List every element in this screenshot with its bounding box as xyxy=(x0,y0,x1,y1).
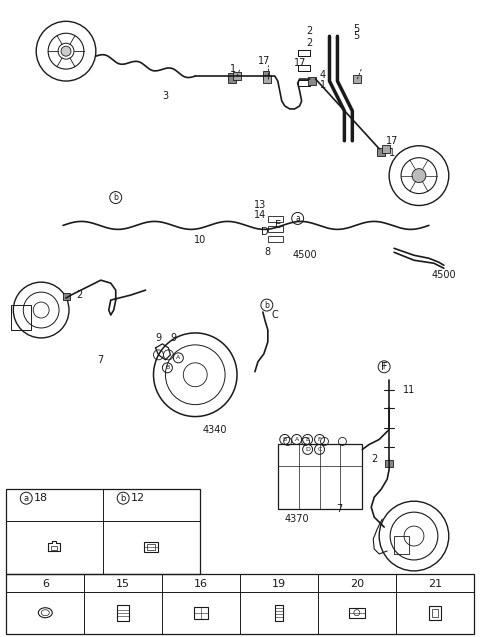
Text: F: F xyxy=(382,362,386,371)
Text: 3: 3 xyxy=(162,91,168,101)
Text: 13: 13 xyxy=(254,201,266,210)
Text: A: A xyxy=(176,355,180,361)
Text: C: C xyxy=(271,310,278,320)
Text: D: D xyxy=(305,447,310,452)
Text: 2: 2 xyxy=(306,38,312,48)
Bar xyxy=(144,542,158,552)
Bar xyxy=(6,574,474,634)
Text: b: b xyxy=(264,301,269,310)
Text: 15: 15 xyxy=(116,579,130,589)
Bar xyxy=(147,544,155,550)
Bar xyxy=(51,546,57,550)
Bar xyxy=(298,50,310,56)
Text: 2: 2 xyxy=(371,454,377,464)
Bar xyxy=(12,305,31,330)
Bar xyxy=(278,445,362,509)
Text: 14: 14 xyxy=(254,210,266,220)
Text: 5: 5 xyxy=(353,31,360,41)
Bar xyxy=(377,148,385,155)
Bar xyxy=(382,145,390,153)
Bar xyxy=(432,609,438,617)
Bar xyxy=(394,536,409,554)
Bar xyxy=(263,75,271,83)
Bar xyxy=(429,606,441,620)
Bar xyxy=(349,608,365,618)
Bar xyxy=(353,75,361,83)
Text: 19: 19 xyxy=(272,579,286,589)
Text: 10: 10 xyxy=(194,235,206,245)
Text: 4500: 4500 xyxy=(292,250,317,261)
Bar xyxy=(117,605,129,620)
Text: 12: 12 xyxy=(131,493,145,503)
Circle shape xyxy=(412,169,426,183)
Text: C: C xyxy=(317,447,322,452)
Text: b: b xyxy=(120,494,126,503)
Text: 17: 17 xyxy=(386,136,398,146)
Text: a: a xyxy=(24,494,29,503)
Text: F: F xyxy=(318,437,321,442)
Text: 2: 2 xyxy=(76,290,82,300)
Bar xyxy=(385,461,393,468)
Circle shape xyxy=(61,47,71,56)
Text: E: E xyxy=(306,437,310,442)
Bar xyxy=(298,80,310,86)
Text: F: F xyxy=(381,362,387,372)
Text: A: A xyxy=(295,437,299,442)
Bar xyxy=(194,606,208,619)
Bar xyxy=(308,77,315,85)
Bar xyxy=(6,489,200,574)
Bar xyxy=(268,217,283,222)
Text: 17: 17 xyxy=(258,56,270,66)
Bar xyxy=(63,293,70,300)
Bar xyxy=(298,65,310,71)
Text: 4370: 4370 xyxy=(285,514,310,524)
Text: 9: 9 xyxy=(156,333,162,343)
Text: 17: 17 xyxy=(293,58,306,68)
Text: 20: 20 xyxy=(350,579,364,589)
Bar xyxy=(268,226,283,233)
Bar xyxy=(263,71,269,79)
Text: 2: 2 xyxy=(306,26,312,36)
Text: a: a xyxy=(295,214,300,223)
Text: 1: 1 xyxy=(230,64,236,74)
Text: 6: 6 xyxy=(42,579,49,589)
Bar xyxy=(298,80,310,86)
Text: 4340: 4340 xyxy=(203,424,228,434)
Text: 8: 8 xyxy=(265,247,271,257)
Text: 4500: 4500 xyxy=(432,270,456,280)
Text: 7: 7 xyxy=(98,355,104,365)
Text: D: D xyxy=(261,227,269,238)
Bar xyxy=(275,605,283,620)
Text: 11: 11 xyxy=(403,385,415,395)
Bar xyxy=(233,72,241,80)
Text: 9: 9 xyxy=(170,333,177,343)
Text: E: E xyxy=(275,220,281,231)
Bar xyxy=(298,50,310,56)
Text: 21: 21 xyxy=(428,579,442,589)
Text: 1: 1 xyxy=(320,80,325,90)
Text: B: B xyxy=(283,437,287,442)
Text: 18: 18 xyxy=(34,493,48,503)
Text: 4: 4 xyxy=(320,70,325,80)
Text: B: B xyxy=(165,365,169,370)
Text: 16: 16 xyxy=(194,579,208,589)
Text: b: b xyxy=(113,193,118,202)
Text: 7: 7 xyxy=(336,504,343,514)
Bar xyxy=(268,236,283,242)
Bar xyxy=(298,65,310,71)
Text: 5: 5 xyxy=(353,24,360,34)
Text: 1: 1 xyxy=(389,148,395,158)
Bar xyxy=(228,73,236,83)
